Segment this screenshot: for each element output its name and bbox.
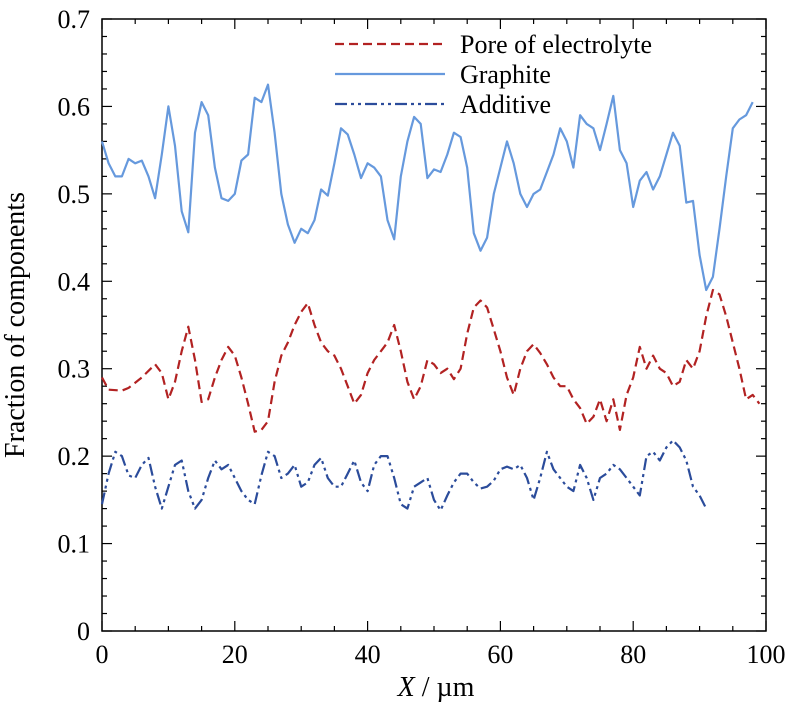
x-tick-label: 40 [355, 640, 381, 669]
series-line-0 [101, 288, 761, 433]
legend-label-1: Graphite [460, 60, 551, 89]
plot-frame [101, 18, 767, 632]
x-tick-label: 0 [96, 640, 109, 669]
y-tick-label: 0.1 [58, 530, 91, 559]
series-lines [100, 83, 761, 512]
x-axis-title-var: X [397, 672, 416, 703]
x-tick-label: 20 [222, 640, 248, 669]
y-tick-label: 0.5 [58, 180, 91, 209]
legend-label-0: Pore of electrolyte [460, 30, 652, 59]
y-axis-title: Fraction of components [0, 192, 31, 458]
series-line-2 [100, 439, 708, 512]
y-tick-label: 0.7 [58, 5, 91, 34]
axis-ticks [101, 18, 767, 632]
x-axis-title: X / µm [397, 672, 475, 703]
y-tick-label: 0.3 [58, 355, 91, 384]
y-tick-label: 0.2 [58, 442, 91, 471]
y-tick-label: 0 [77, 617, 90, 646]
tick-labels: 0 20 40 60 80 100 0 0.1 0.2 0.3 0.4 0.5 0.6 0.7 [58, 5, 786, 669]
x-tick-label: 100 [747, 640, 786, 669]
series-line-1 [100, 83, 754, 292]
x-tick-label: 80 [620, 640, 646, 669]
x-tick-label: 60 [487, 640, 513, 669]
legend-label-2: Additive [460, 90, 551, 119]
y-tick-label: 0.4 [58, 267, 91, 296]
y-tick-label: 0.6 [58, 92, 91, 121]
x-axis-title-unit: / µm [415, 672, 475, 703]
